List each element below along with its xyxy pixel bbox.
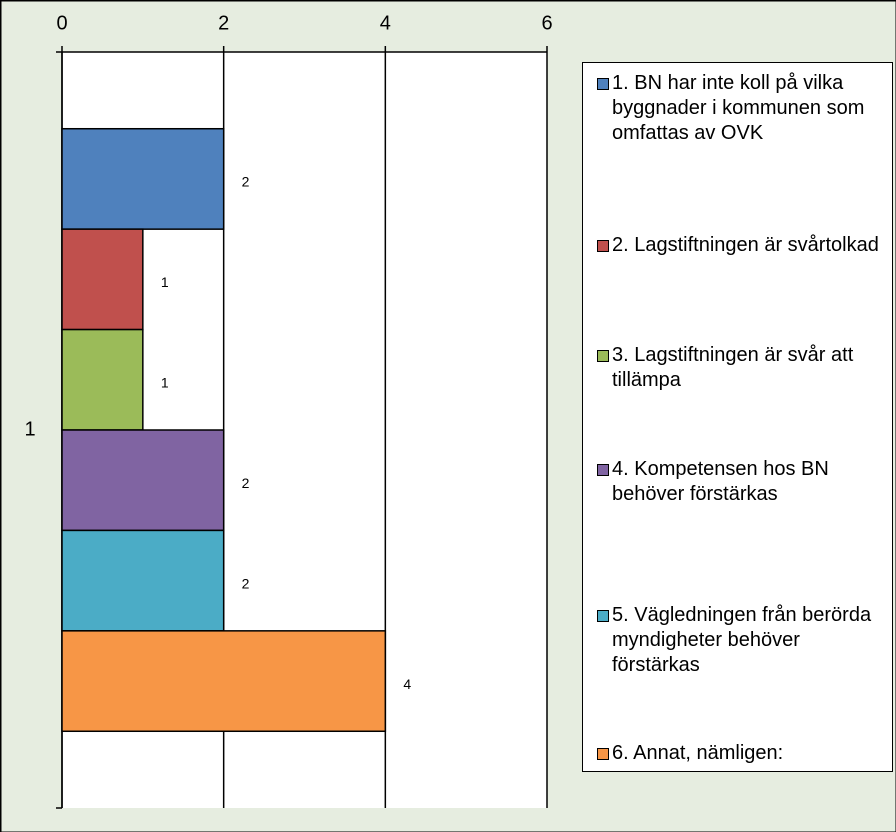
- legend-item: 5. Vägledningen från berörda myndigheter…: [597, 603, 887, 678]
- bar: [61, 328, 144, 431]
- legend-swatch: [597, 464, 609, 476]
- x-tick-label: 4: [380, 12, 391, 34]
- data-label: 1: [161, 274, 169, 290]
- legend: 1. BN har inte koll på vilka byggnader i…: [582, 62, 893, 772]
- legend-item: 1. BN har inte koll på vilka byggnader i…: [597, 71, 887, 146]
- legend-label: 4. Kompetensen hos BN behöver förstärkas: [612, 458, 829, 505]
- legend-swatch: [597, 240, 609, 252]
- legend-item: 3. Lagstiftningen är svår att tillämpa: [597, 343, 887, 393]
- legend-label: 2. Lagstiftningen är svårtolkad: [612, 234, 879, 256]
- bar: [61, 630, 387, 733]
- bar: [61, 429, 225, 532]
- x-tick-label: 2: [218, 12, 229, 34]
- legend-label: 1. BN har inte koll på vilka byggnader i…: [612, 72, 865, 144]
- legend-label: 5. Vägledningen från berörda myndigheter…: [612, 604, 872, 676]
- x-tick-label: 6: [541, 12, 552, 34]
- data-label: 4: [403, 676, 411, 692]
- legend-item: 6. Annat, nämligen:: [597, 741, 887, 766]
- legend-swatch: [597, 78, 609, 90]
- y-tick-label: 1: [24, 418, 35, 440]
- legend-swatch: [597, 748, 609, 760]
- data-label: 2: [242, 575, 250, 591]
- legend-swatch: [597, 610, 609, 622]
- x-tick-label: 0: [56, 12, 67, 34]
- data-label: 2: [242, 475, 250, 491]
- bar: [61, 228, 144, 331]
- legend-label: 3. Lagstiftningen är svår att tillämpa: [612, 344, 854, 391]
- bar: [61, 127, 225, 230]
- legend-item: 4. Kompetensen hos BN behöver förstärkas: [597, 457, 887, 507]
- legend-item: 2. Lagstiftningen är svårtolkad: [597, 233, 887, 258]
- data-label: 2: [242, 174, 250, 190]
- legend-swatch: [597, 350, 609, 362]
- data-label: 1: [161, 374, 169, 390]
- bar: [61, 529, 225, 632]
- legend-label: 6. Annat, nämligen:: [612, 742, 784, 764]
